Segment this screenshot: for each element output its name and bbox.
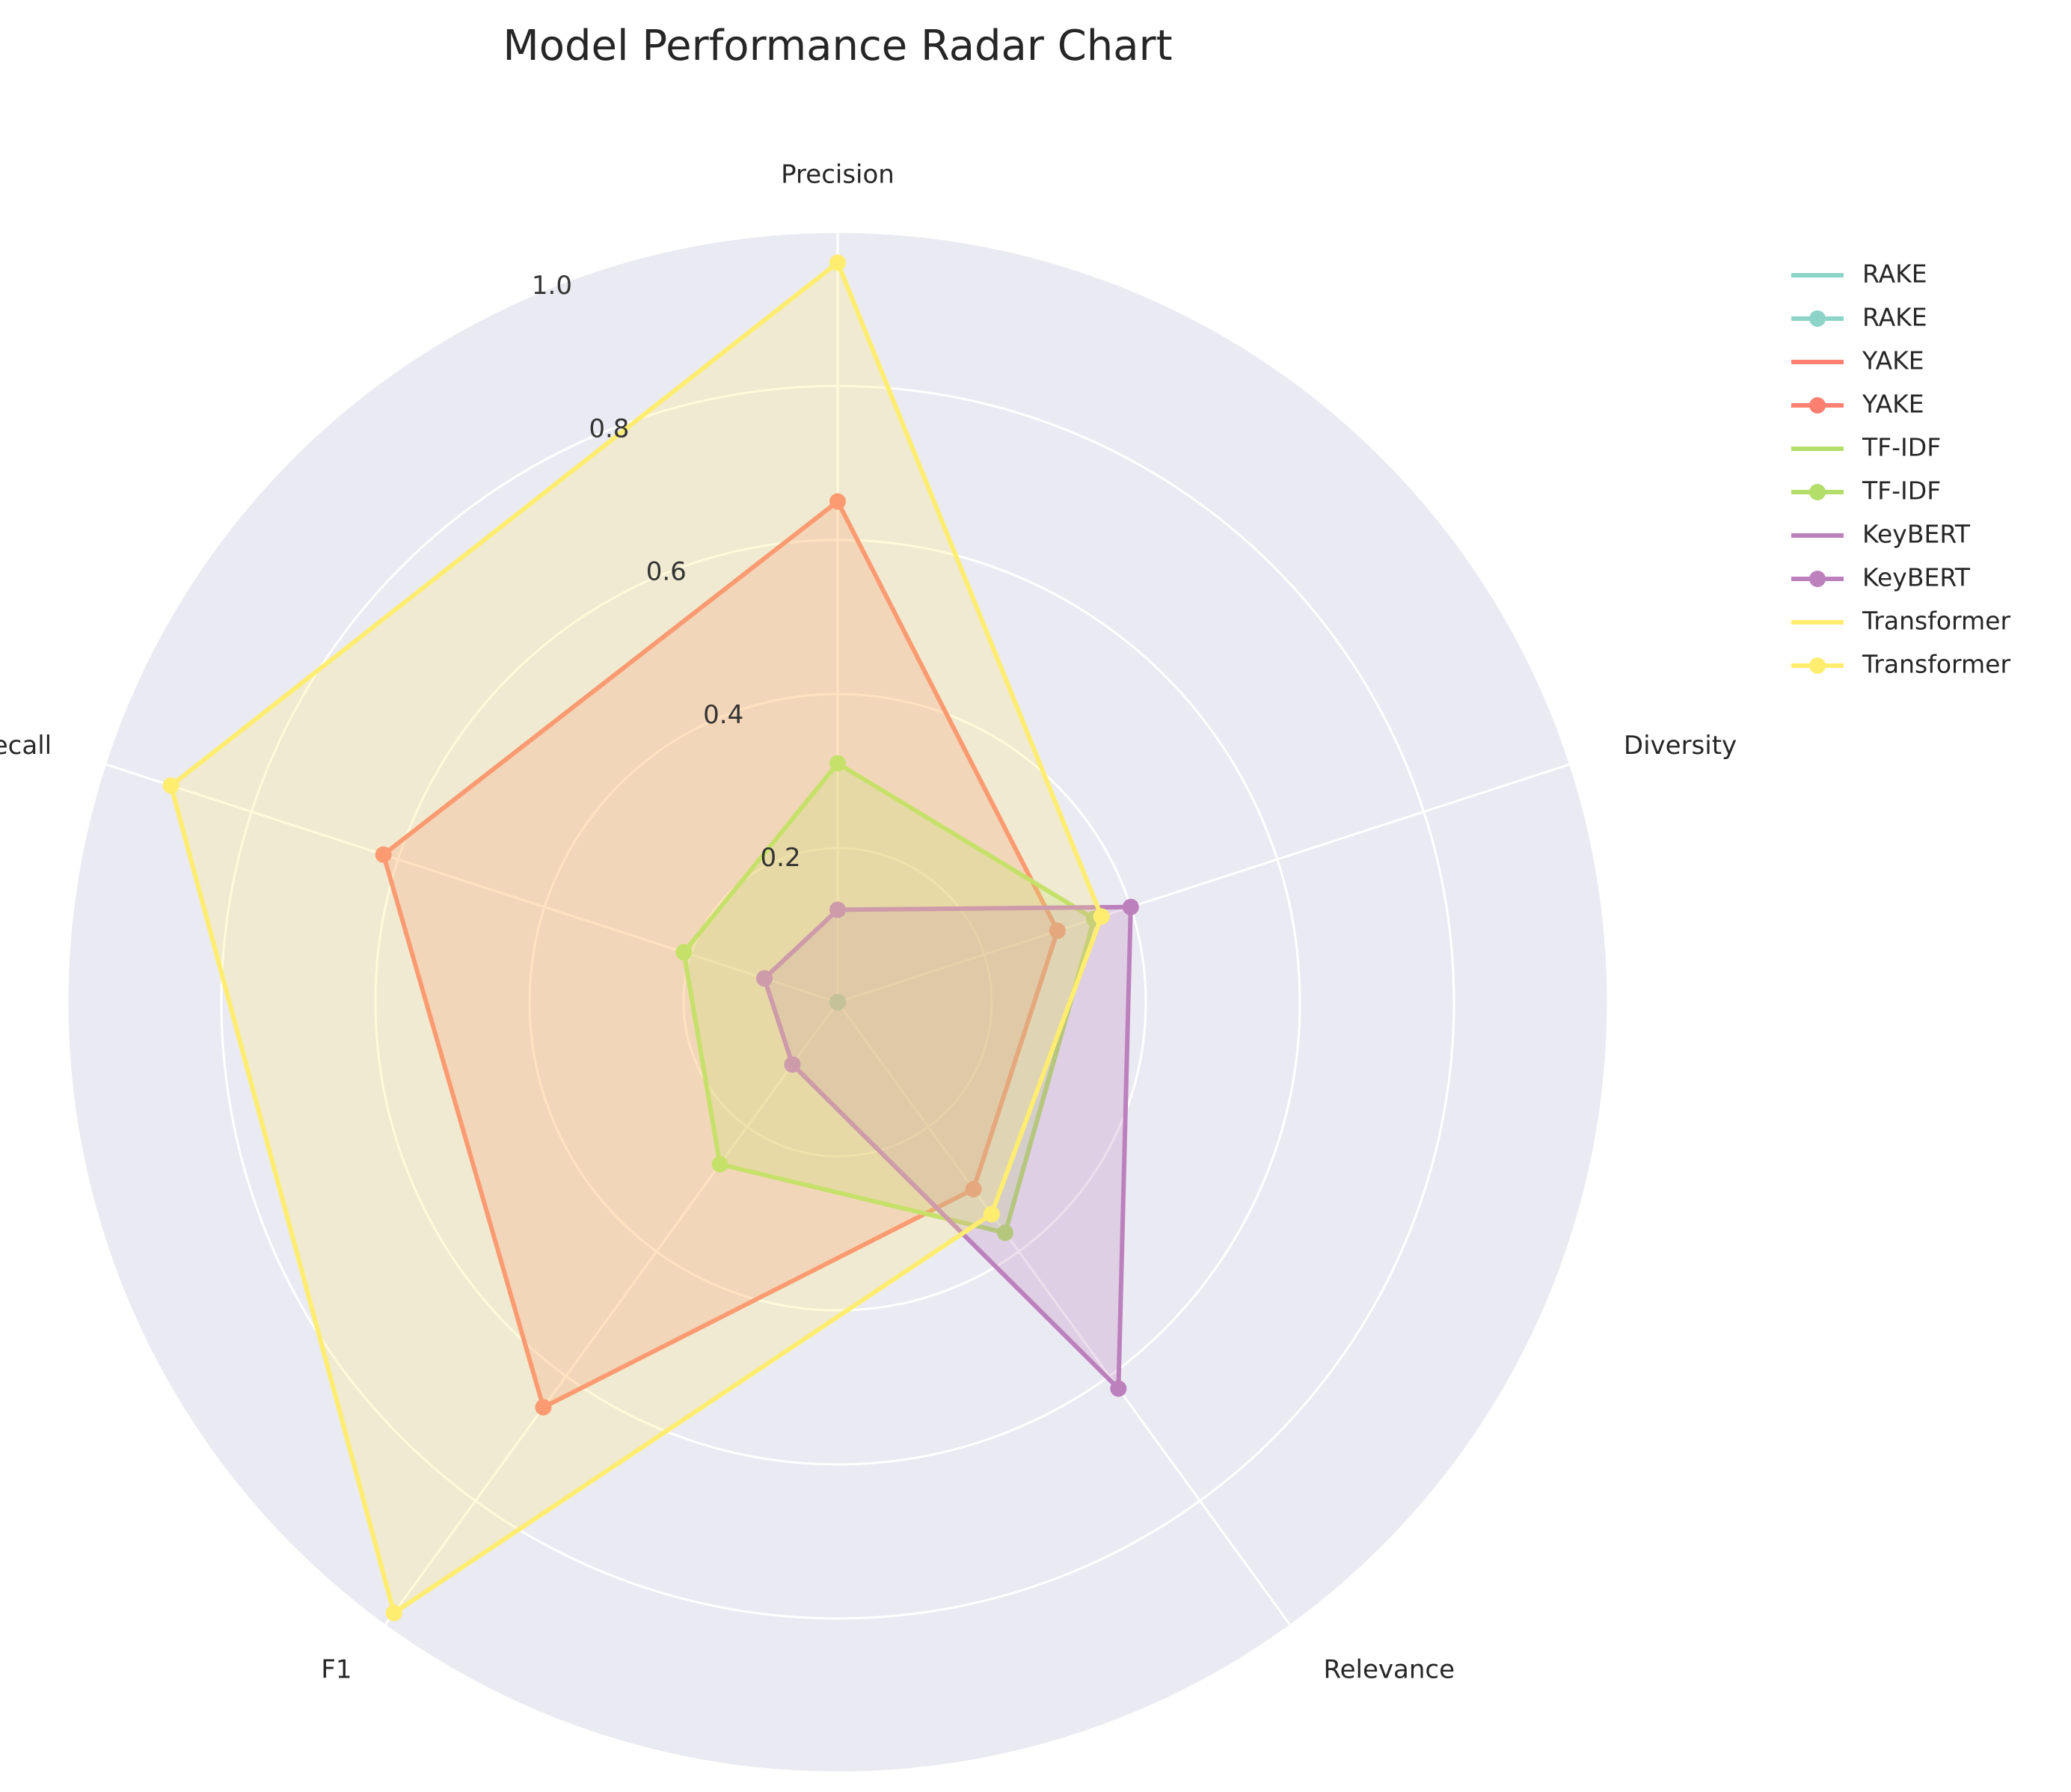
series-fill [383,501,1058,1408]
legend-label: RAKE [1862,260,1927,289]
legend-label: YAKE [1862,390,1924,419]
series-line [681,761,1096,1236]
series-yake [375,493,1066,1416]
legend-entry: RAKE [1791,260,1927,289]
legend-entry: YAKE [1791,390,1924,419]
grid-spoke-3 [384,1001,839,1627]
legend-label: TF-IDF [1862,433,1941,462]
legend-label: Transformer [1862,607,2010,636]
series-point [385,1604,402,1621]
legend-entry: YAKE [1791,346,1924,375]
legend-swatch-marker [1809,397,1826,414]
axis-label-precision: Precision [781,160,895,190]
series-point [829,994,846,1010]
radial-tick-labels: 0.2 0.4 0.6 0.8 1.0 [532,271,801,873]
legend: RAKE RAKE YAKE YAKE TF-IDF TF-IDF KeyBERT KeyBE… [1791,260,2010,679]
grid-spoke-2 [836,1001,1292,1627]
series-point [829,254,846,271]
series-point [829,493,846,510]
legend-entry: KeyBERT [1791,563,1971,592]
series-keybert [756,898,1139,1397]
legend-entry: TF-IDF [1791,476,1941,506]
series-fill [764,906,1131,1389]
r-tick-label: 1.0 [532,271,572,301]
series-line [168,260,1104,1615]
legend-entry: KeyBERT [1791,520,1971,549]
r-tick-label: 0.8 [589,414,629,444]
legend-label: Transformer [1862,650,2010,679]
series-point [1049,922,1066,939]
axis-label-recall: Recall [0,731,52,761]
series-fill [684,763,1094,1233]
axis-label-f1: F1 [321,1654,352,1684]
series-point [1122,898,1139,915]
series-line [762,904,1133,1391]
legend-swatch-marker [1809,310,1826,327]
axis-label-relevance: Relevance [1324,1654,1455,1684]
legend-label: RAKE [1862,303,1927,332]
legend-entry: TF-IDF [1791,433,1941,462]
series-point [375,846,392,863]
series-fill [171,263,1102,1613]
legend-swatch-marker [1809,571,1826,587]
r-tick-label: 0.2 [761,843,801,873]
axis-labels: Precision Diversity Relevance F1 Recall [0,160,1737,1685]
series-layer [162,254,1139,1621]
series-point [829,755,846,772]
series-point [983,1206,1000,1223]
r-tick-label: 0.4 [703,700,743,730]
series-point [1093,908,1110,925]
legend-swatch-marker [1809,484,1826,500]
series-point [756,970,773,987]
legend-swatch-marker [1809,657,1826,674]
chart-title: Model Performance Radar Chart [503,22,1172,70]
legend-label: KeyBERT [1862,520,1971,549]
grid-spoke-4 [104,763,838,1004]
series-point [711,1156,728,1173]
grid-spoke-1 [837,763,1571,1004]
polar-grid [66,230,1610,1774]
legend-entry: RAKE [1791,303,1927,332]
series-point [997,1224,1014,1242]
series-transformer [162,254,1110,1621]
series-point [162,777,180,794]
legend-entry: Transformer [1791,650,2010,679]
series-point [784,1056,801,1073]
series-point [829,901,846,918]
legend-label: YAKE [1862,346,1924,375]
legend-entry: Transformer [1791,607,2010,636]
r-tick-label: 0.6 [646,557,687,587]
series-point [1110,1380,1127,1397]
series-point [675,944,693,961]
series-point [535,1399,552,1416]
series-point [965,1180,982,1197]
legend-label: KeyBERT [1862,563,1971,592]
axis-label-diversity: Diversity [1624,731,1737,761]
series-line [381,499,1060,1410]
series-rake [829,994,846,1010]
legend-label: TF-IDF [1862,476,1941,506]
